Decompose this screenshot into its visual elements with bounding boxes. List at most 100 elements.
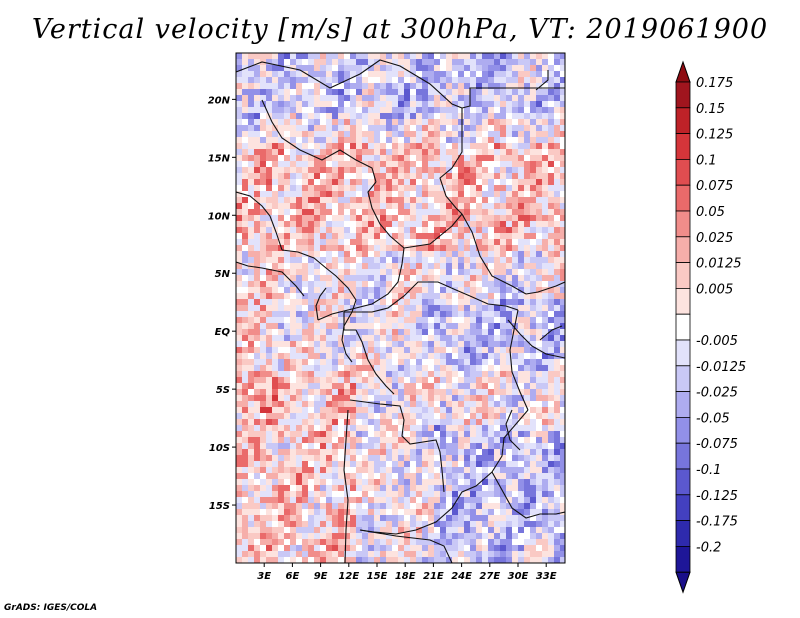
field-cell [278,95,284,101]
field-cell [266,359,272,365]
field-cell [512,59,518,65]
field-cell [416,155,422,161]
field-cell [530,551,536,557]
field-cell [530,323,536,329]
field-cell [464,419,470,425]
field-cell [290,251,296,257]
field-cell [380,473,386,479]
field-cell [254,467,260,473]
field-cell [260,485,266,491]
field-cell [242,557,248,563]
map-frame [235,52,566,564]
field-cell [254,407,260,413]
field-cell [398,527,404,533]
field-cell [332,71,338,77]
field-cell [404,323,410,329]
field-cell [380,317,386,323]
field-cell [422,467,428,473]
field-cell [488,533,494,539]
field-cell [296,551,302,557]
field-cell [254,149,260,155]
field-cell [440,113,446,119]
field-cell [266,143,272,149]
field-cell [254,125,260,131]
field-cell [356,377,362,383]
field-cell [410,311,416,317]
field-cell [314,275,320,281]
field-cell [428,485,434,491]
field-cell [374,191,380,197]
field-cell [500,311,506,317]
field-cell [404,305,410,311]
field-cell [398,53,404,59]
field-cell [488,185,494,191]
field-cell [338,269,344,275]
field-cell [524,77,530,83]
field-cell [260,287,266,293]
field-cell [278,275,284,281]
field-cell [404,335,410,341]
field-cell [374,317,380,323]
field-cell [440,353,446,359]
field-cell [488,443,494,449]
field-cell [242,185,248,191]
field-cell [296,467,302,473]
field-cell [464,401,470,407]
field-cell [482,167,488,173]
field-cell [308,197,314,203]
field-cell [332,467,338,473]
field-cell [248,533,254,539]
field-cell [272,395,278,401]
field-cell [542,533,548,539]
field-cell [248,521,254,527]
field-cell [392,347,398,353]
field-cell [494,491,500,497]
field-cell [236,455,242,461]
field-cell [500,281,506,287]
field-cell [428,467,434,473]
field-cell [254,161,260,167]
field-cell [308,545,314,551]
field-cell [320,293,326,299]
field-cell [404,131,410,137]
field-cell [338,203,344,209]
field-cell [296,443,302,449]
field-cell [332,251,338,257]
field-cell [344,323,350,329]
field-cell [332,263,338,269]
field-cell [248,107,254,113]
field-cell [434,77,440,83]
field-cell [290,479,296,485]
field-cell [434,137,440,143]
field-cell [308,221,314,227]
field-cell [404,281,410,287]
field-cell [350,203,356,209]
field-cell [470,299,476,305]
field-cell [284,407,290,413]
field-cell [404,101,410,107]
field-cell [518,227,524,233]
field-cell [314,371,320,377]
field-cell [302,215,308,221]
field-cell [374,95,380,101]
field-cell [488,173,494,179]
field-cell [374,239,380,245]
field-cell [560,311,565,317]
field-cell [344,497,350,503]
field-cell [302,155,308,161]
field-cell [284,545,290,551]
field-cell [482,533,488,539]
field-cell [494,515,500,521]
field-cell [398,479,404,485]
field-cell [380,341,386,347]
field-cell [248,485,254,491]
field-cell [446,131,452,137]
field-cell [368,281,374,287]
field-cell [500,317,506,323]
field-cell [518,479,524,485]
field-cell [398,539,404,545]
field-cell [296,431,302,437]
field-cell [422,257,428,263]
field-cell [242,203,248,209]
field-cell [482,113,488,119]
